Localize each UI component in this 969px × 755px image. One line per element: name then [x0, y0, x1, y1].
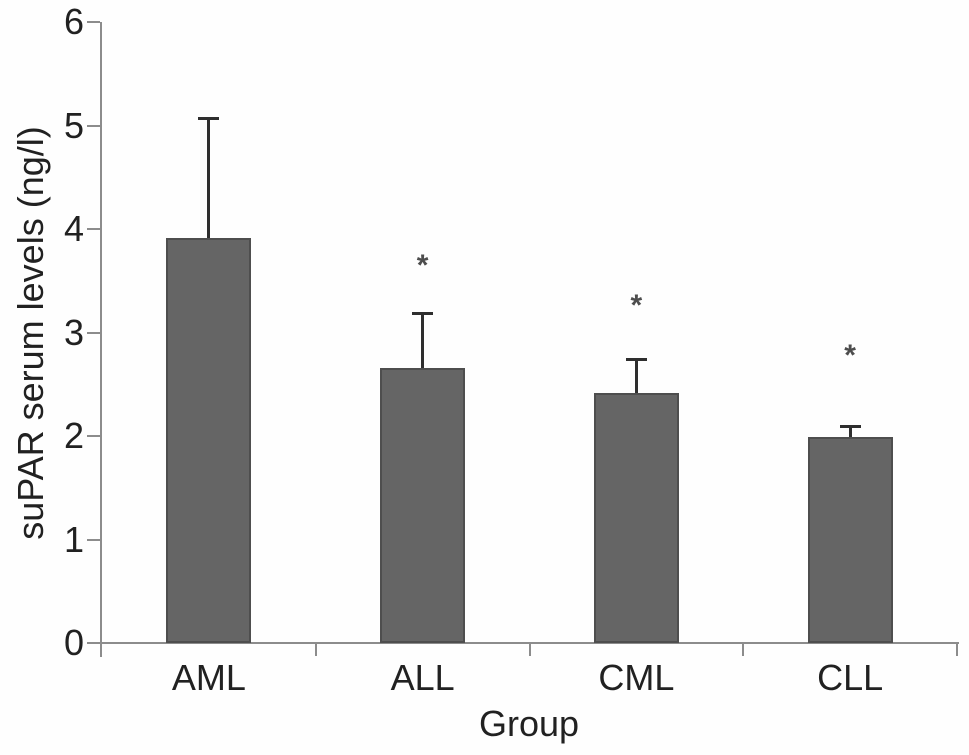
y-axis-tick [87, 435, 100, 437]
significance-asterisk: * [844, 339, 856, 373]
error-bar-stem [848, 425, 852, 438]
x-axis-title: Group [478, 703, 580, 744]
y-axis-tick [87, 538, 100, 541]
y-axis-line [100, 22, 102, 657]
bar-all [380, 367, 466, 643]
y-axis-tick [87, 642, 100, 644]
y-axis-tick [87, 21, 100, 23]
y-axis-tick [87, 124, 100, 127]
x-axis-tick [314, 643, 317, 656]
error-bar-stem [634, 359, 638, 393]
y-tick-label: 0 [63, 622, 84, 663]
error-bar-cap [198, 117, 220, 121]
y-axis-tick [87, 228, 100, 230]
x-axis-tick [528, 643, 531, 656]
bar-cml [593, 392, 679, 643]
y-tick-label: 3 [63, 311, 84, 353]
y-tick-label: 6 [63, 1, 84, 42]
x-category-label: ALL [390, 657, 455, 698]
x-category-label: CML [598, 657, 675, 698]
bar-aml [166, 238, 252, 643]
x-axis-line [102, 642, 959, 644]
x-axis-tick [742, 643, 745, 656]
significance-asterisk: * [630, 289, 643, 323]
error-bar-cap [625, 358, 647, 362]
error-bar-stem [421, 312, 425, 368]
x-category-label: CLL [817, 657, 884, 698]
y-tick-label: 5 [63, 104, 84, 146]
bar-cll [807, 437, 893, 643]
x-category-label: AML [171, 657, 246, 698]
y-tick-label: 4 [63, 208, 84, 249]
y-axis-tick [87, 331, 100, 334]
error-bar-stem [207, 118, 211, 239]
x-axis-tick [956, 643, 958, 656]
significance-asterisk: * [416, 249, 429, 283]
error-bar-cap [412, 311, 434, 315]
error-bar-cap [839, 424, 861, 428]
y-tick-label: 1 [63, 518, 84, 560]
y-tick-label: 2 [63, 415, 84, 456]
